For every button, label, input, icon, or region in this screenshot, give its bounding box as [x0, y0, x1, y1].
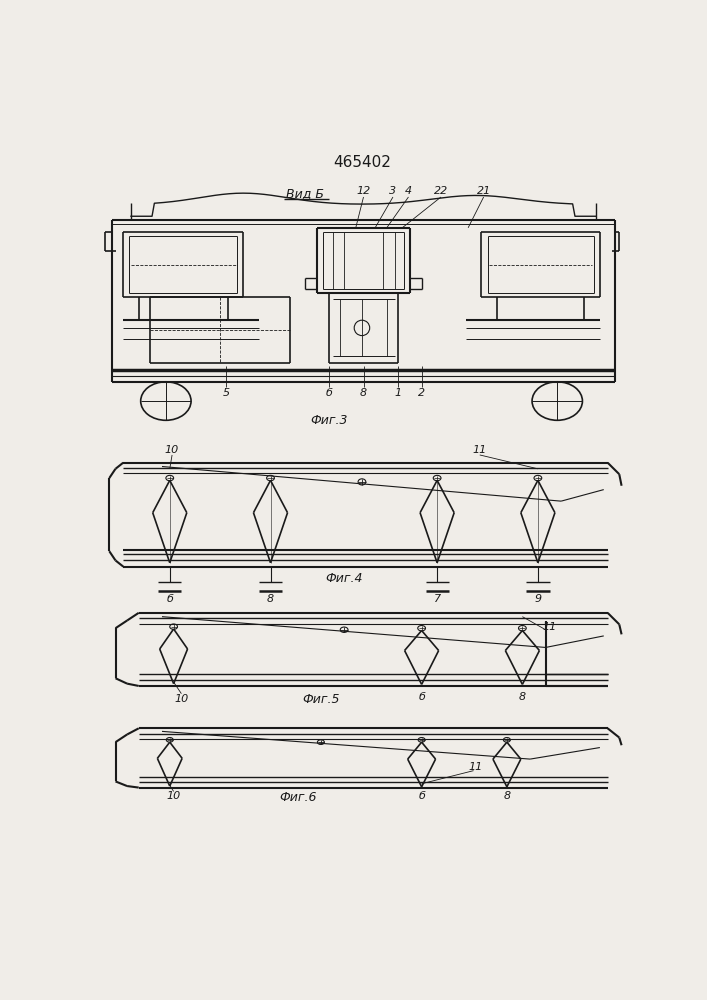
Text: б: б	[166, 594, 173, 604]
Text: 5: 5	[223, 388, 230, 398]
Text: б: б	[418, 692, 425, 702]
Text: 10: 10	[165, 445, 179, 455]
Text: 10: 10	[174, 694, 189, 704]
Text: 8: 8	[519, 692, 526, 702]
Text: Фиг.6: Фиг.6	[279, 791, 316, 804]
Text: 11: 11	[469, 762, 483, 772]
Text: Фиг.4: Фиг.4	[325, 572, 363, 585]
Text: б: б	[325, 388, 332, 398]
Text: 8: 8	[503, 791, 510, 801]
Text: 21: 21	[477, 186, 491, 196]
Text: Вид Б: Вид Б	[286, 187, 324, 200]
Text: 9: 9	[534, 594, 542, 604]
Text: 4: 4	[405, 186, 412, 196]
Text: 8: 8	[267, 594, 274, 604]
Text: Фиг.3: Фиг.3	[310, 414, 347, 427]
Text: 10: 10	[167, 791, 181, 801]
Text: 1: 1	[395, 388, 402, 398]
Text: Фиг.5: Фиг.5	[302, 693, 339, 706]
Text: 11: 11	[472, 445, 487, 455]
Text: 22: 22	[434, 186, 448, 196]
Text: б: б	[418, 791, 425, 801]
Text: 2: 2	[418, 388, 425, 398]
Text: 3: 3	[390, 186, 397, 196]
Text: 12: 12	[356, 186, 370, 196]
Text: 7: 7	[433, 594, 440, 604]
Text: 465402: 465402	[333, 155, 391, 170]
Text: 8: 8	[360, 388, 367, 398]
Text: 11: 11	[542, 622, 556, 632]
